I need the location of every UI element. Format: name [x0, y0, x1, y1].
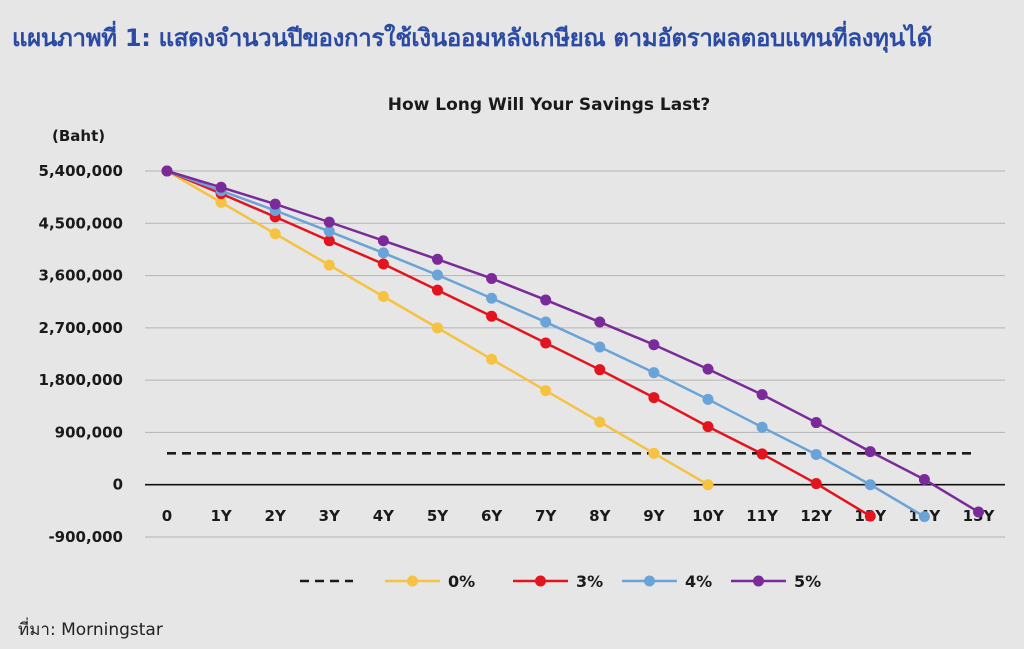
- data-point: [269, 228, 281, 240]
- legend-swatch-marker: [644, 575, 655, 587]
- data-point: [432, 322, 443, 334]
- legend-label: 3%: [576, 572, 603, 591]
- x-tick-label: 12Y: [800, 507, 833, 525]
- x-tick-label: 4Y: [373, 507, 395, 525]
- legend-swatch-marker: [535, 575, 546, 587]
- data-point: [486, 353, 498, 365]
- y-tick-label: 0: [113, 476, 123, 494]
- data-point: [864, 510, 876, 522]
- data-point: [756, 389, 768, 401]
- data-point: [594, 341, 606, 353]
- data-point: [323, 225, 335, 237]
- data-point: [540, 316, 552, 328]
- x-tick-label: 9Y: [643, 507, 665, 525]
- series: [161, 165, 984, 523]
- y-tick-label: 900,000: [55, 423, 123, 441]
- data-point: [702, 421, 714, 433]
- data-point: [918, 473, 930, 485]
- data-point: [432, 269, 443, 281]
- data-point: [540, 337, 552, 349]
- data-point: [323, 216, 335, 228]
- data-point: [432, 253, 443, 265]
- legend-label: 0%: [448, 572, 475, 591]
- data-point: [702, 479, 714, 491]
- data-point: [377, 258, 389, 270]
- x-tick-label: 5Y: [427, 507, 449, 525]
- data-point: [702, 363, 714, 375]
- data-point: [810, 478, 822, 490]
- y-tick-label: 2,700,000: [39, 319, 123, 337]
- data-point: [215, 181, 227, 193]
- x-axis-ticks: 01Y2Y3Y4Y5Y6Y7Y8Y9Y10Y11Y12Y13Y14Y15Y: [162, 507, 996, 525]
- data-point: [323, 235, 335, 247]
- y-axis-ticks: 5,400,000 4,500,000 3,600,000 2,700,000 1,80…: [39, 162, 123, 546]
- y-tick-label: 3,600,000: [39, 267, 123, 285]
- legend-swatch-marker: [753, 575, 764, 587]
- x-tick-label: 3Y: [319, 507, 341, 525]
- data-point: [486, 292, 498, 304]
- data-point: [269, 198, 281, 210]
- data-point: [540, 385, 552, 397]
- data-point: [486, 272, 498, 284]
- series-4%: [161, 165, 930, 523]
- data-point: [756, 421, 768, 433]
- y-tick-label: 4,500,000: [39, 214, 123, 232]
- series-3%: [161, 165, 876, 522]
- x-tick-label: 2Y: [265, 507, 287, 525]
- data-point: [756, 448, 768, 460]
- data-point: [648, 392, 660, 404]
- data-point: [702, 393, 714, 405]
- x-tick-label: 1Y: [210, 507, 232, 525]
- data-point: [918, 511, 930, 523]
- data-point: [864, 446, 876, 458]
- x-tick-label: 11Y: [746, 507, 779, 525]
- data-point: [864, 479, 876, 491]
- data-point: [648, 339, 660, 351]
- data-point: [486, 310, 498, 322]
- data-point: [594, 364, 606, 376]
- data-point: [161, 165, 173, 177]
- legend-label: 4%: [685, 572, 712, 591]
- y-axis-label: (Baht): [52, 127, 105, 145]
- data-point: [594, 416, 606, 428]
- data-point: [377, 290, 389, 302]
- data-point: [540, 294, 552, 306]
- legend: 0% 3% 4% 5%: [300, 572, 821, 591]
- x-tick-label: 8Y: [589, 507, 611, 525]
- series-line: [166, 169, 980, 514]
- legend-label: 5%: [794, 572, 821, 591]
- legend-swatch-marker: [407, 575, 418, 587]
- source-note: ที่มา: Morningstar: [18, 620, 163, 640]
- page-heading: แผนภาพที่ 1: แสดงจำนวนปีของการใช้เงินออม…: [12, 24, 932, 52]
- data-point: [648, 447, 660, 459]
- x-tick-label: 0: [162, 507, 172, 525]
- x-tick-label: 7Y: [535, 507, 557, 525]
- data-point: [973, 506, 984, 518]
- y-tick-label: 1,800,000: [39, 371, 123, 389]
- x-tick-label: 6Y: [481, 507, 503, 525]
- grid: [145, 170, 1005, 538]
- data-point: [810, 449, 822, 461]
- data-point: [432, 284, 443, 296]
- data-point: [323, 259, 335, 271]
- y-tick-label: -900,000: [48, 528, 123, 546]
- data-point: [810, 417, 822, 429]
- data-point: [377, 247, 389, 259]
- y-tick-label: 5,400,000: [39, 162, 123, 180]
- data-point: [377, 235, 389, 247]
- x-tick-label: 10Y: [692, 507, 725, 525]
- chart-title: How Long Will Your Savings Last?: [388, 95, 711, 115]
- data-point: [215, 196, 227, 208]
- data-point: [594, 316, 606, 328]
- series-5%: [161, 165, 984, 518]
- data-point: [648, 367, 660, 379]
- series-line: [166, 169, 871, 518]
